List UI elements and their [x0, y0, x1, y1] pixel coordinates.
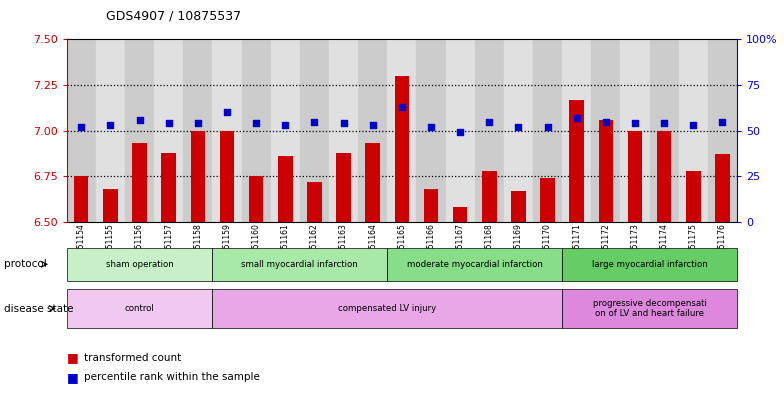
Bar [649, 39, 679, 222]
Point [541, 124, 554, 130]
Bar [715, 154, 730, 222]
Bar [533, 39, 562, 222]
Bar [336, 152, 350, 222]
Bar [358, 39, 387, 222]
Bar [511, 191, 525, 222]
Bar [96, 39, 125, 222]
Bar [365, 143, 380, 222]
Point [454, 129, 466, 136]
Bar [504, 39, 533, 222]
Bar [562, 39, 591, 222]
Bar [620, 39, 649, 222]
Point [220, 109, 233, 116]
Point [337, 120, 350, 127]
Bar [387, 39, 416, 222]
Point [395, 104, 408, 110]
Bar [67, 39, 96, 222]
Point [512, 124, 524, 130]
Text: transformed count: transformed count [84, 353, 181, 363]
Text: disease state: disease state [4, 303, 74, 314]
Bar [162, 152, 176, 222]
Bar [482, 171, 496, 222]
Bar [220, 130, 234, 222]
Text: progressive decompensati
on of LV and heart failure: progressive decompensati on of LV and he… [593, 299, 706, 318]
Bar [453, 208, 467, 222]
Bar [103, 189, 118, 222]
Text: percentile rank within the sample: percentile rank within the sample [84, 372, 260, 382]
Bar [686, 171, 701, 222]
Text: protocol: protocol [4, 259, 47, 269]
Bar [278, 156, 292, 222]
Bar [212, 39, 241, 222]
Text: ■: ■ [67, 351, 78, 364]
Text: large myocardial infarction: large myocardial infarction [592, 260, 707, 269]
Bar [74, 176, 89, 222]
Point [571, 115, 583, 121]
Point [425, 124, 437, 130]
Text: small myocardial infarction: small myocardial infarction [241, 260, 358, 269]
Bar [183, 39, 212, 222]
Text: control: control [125, 304, 154, 313]
Text: compensated LV injury: compensated LV injury [338, 304, 437, 313]
Text: sham operation: sham operation [106, 260, 173, 269]
Bar [299, 39, 329, 222]
Bar [708, 39, 737, 222]
Point [133, 117, 146, 123]
Point [658, 120, 670, 127]
Point [162, 120, 175, 127]
Point [629, 120, 641, 127]
Bar [154, 39, 183, 222]
Point [716, 118, 728, 125]
Bar [679, 39, 708, 222]
Bar [591, 39, 620, 222]
Point [104, 122, 117, 129]
Text: GDS4907 / 10875537: GDS4907 / 10875537 [106, 10, 241, 23]
Text: ■: ■ [67, 371, 78, 384]
Point [75, 124, 88, 130]
Point [600, 118, 612, 125]
Bar [540, 178, 555, 222]
Bar [270, 39, 299, 222]
Point [366, 122, 379, 129]
Bar [569, 99, 584, 222]
Bar [445, 39, 474, 222]
Bar [132, 143, 147, 222]
Bar [474, 39, 504, 222]
Bar [416, 39, 445, 222]
Bar [394, 76, 409, 222]
Bar [657, 130, 671, 222]
Bar [125, 39, 154, 222]
Point [483, 118, 495, 125]
Bar [628, 130, 642, 222]
Point [191, 120, 204, 127]
Text: moderate myocardial infarction: moderate myocardial infarction [407, 260, 543, 269]
Bar [191, 130, 205, 222]
Point [687, 122, 699, 129]
Bar [329, 39, 358, 222]
Point [308, 118, 321, 125]
Point [279, 122, 292, 129]
Bar [598, 120, 613, 222]
Point [250, 120, 263, 127]
Bar [307, 182, 321, 222]
Bar [241, 39, 270, 222]
Bar [249, 176, 263, 222]
Bar [423, 189, 438, 222]
